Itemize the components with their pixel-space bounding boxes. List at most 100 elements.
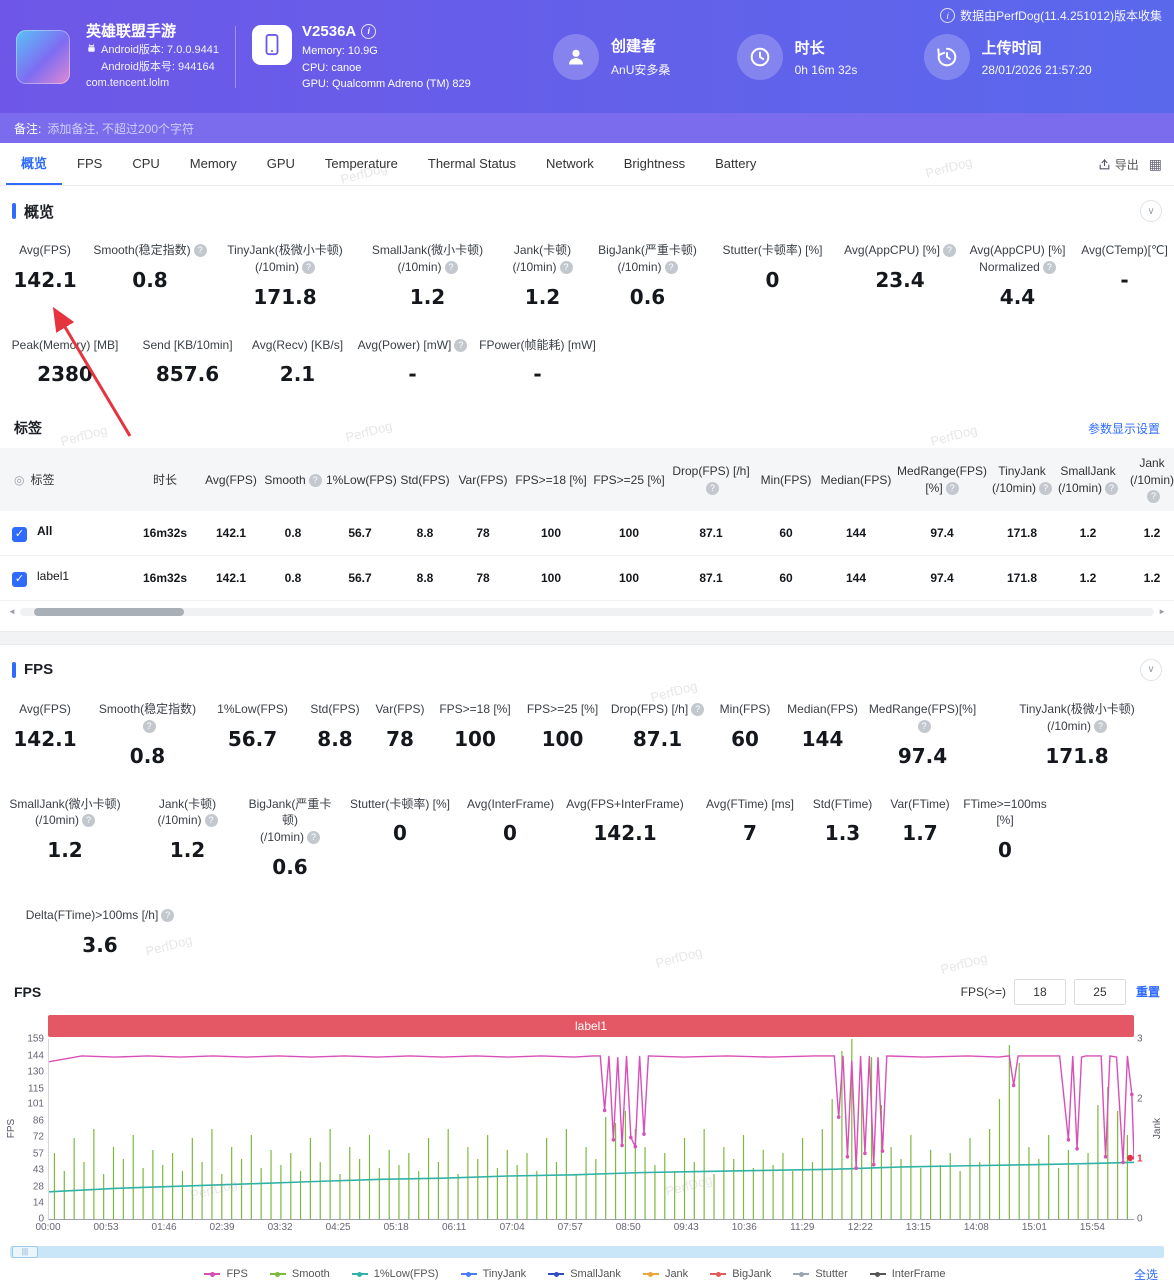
- tab-bar: 概览 FPS CPU Memory GPU Temperature Thermal Stat…: [0, 143, 1174, 186]
- tab-8[interactable]: Network: [546, 156, 594, 171]
- metric-value: 87.1: [632, 726, 683, 751]
- metric-value: -: [1120, 267, 1129, 292]
- table-cell: 87.1: [668, 555, 754, 601]
- column-header: Std(FPS): [396, 448, 454, 511]
- legend-item[interactable]: 1%Low(FPS): [351, 1268, 439, 1280]
- x-tick: 05:18: [383, 1221, 409, 1233]
- metric: Var(FTime) 1.7: [880, 792, 960, 889]
- help-icon[interactable]: ?: [308, 473, 322, 487]
- column-header: 1%Low(FPS): [324, 448, 397, 511]
- help-icon[interactable]: ?: [204, 814, 218, 828]
- legend-item[interactable]: InterFrame: [869, 1268, 946, 1280]
- column-header: Median(FPS): [818, 448, 894, 511]
- metric: Avg(CTemp)[℃] -: [1075, 238, 1174, 319]
- help-icon[interactable]: ?: [945, 481, 959, 495]
- metric-label: Std(FPS): [310, 701, 360, 716]
- metric-value: 142.1: [593, 821, 657, 846]
- legend-item[interactable]: BigJank: [710, 1268, 771, 1280]
- help-icon[interactable]: ?: [559, 260, 573, 274]
- labels-table: ◎ 标签 时长 Avg(FPS) Smooth? 1%Low(FPS) Std(FPS) Va…: [0, 448, 1174, 601]
- y-tick: 72: [32, 1131, 44, 1143]
- fps-chart[interactable]: [48, 1038, 1134, 1220]
- help-icon[interactable]: ?: [193, 244, 207, 257]
- table-cell: 144: [818, 555, 894, 601]
- help-icon[interactable]: ?: [691, 702, 705, 716]
- table-cell: 100: [512, 555, 590, 601]
- column-header: TinyJank (/10min)?: [990, 448, 1054, 511]
- collapse-chevron-icon[interactable]: ∨: [1140, 200, 1162, 222]
- y-tick: 2: [1137, 1093, 1143, 1105]
- reset-button[interactable]: 重置: [1135, 985, 1160, 1000]
- table-cell: 171.8: [990, 510, 1054, 556]
- legend-item[interactable]: TinyJank: [460, 1268, 526, 1280]
- help-icon[interactable]: ?: [454, 338, 468, 352]
- table-scrollbar[interactable]: ◄ ►: [8, 605, 1166, 619]
- help-icon[interactable]: ?: [82, 814, 95, 828]
- tab-7[interactable]: Thermal Status: [427, 156, 517, 171]
- x-tick: 01:46: [151, 1221, 177, 1233]
- param-display-settings-link[interactable]: 参数显示设置: [1087, 421, 1160, 436]
- tab-5[interactable]: GPU: [266, 156, 295, 171]
- help-icon[interactable]: ?: [1105, 481, 1118, 495]
- legend-item[interactable]: FPS: [204, 1268, 248, 1280]
- tab-10[interactable]: Battery: [715, 156, 757, 171]
- metric: Avg(FPS) 142.1: [0, 238, 90, 319]
- tab-6[interactable]: Temperature: [324, 156, 398, 171]
- row-checkbox[interactable]: ✓: [12, 571, 27, 587]
- collect-version-note: i 数据由PerfDog(11.4.251012)版本收集: [940, 7, 1162, 24]
- help-icon[interactable]: ?: [942, 244, 956, 257]
- help-icon[interactable]: ?: [917, 719, 931, 733]
- help-icon[interactable]: ?: [1147, 489, 1160, 503]
- legend-item[interactable]: SmallJank: [548, 1268, 621, 1280]
- report-grid-icon[interactable]: ▦: [1148, 155, 1162, 172]
- table-cell: 8.8: [396, 510, 454, 556]
- row-checkbox[interactable]: ✓: [12, 526, 27, 542]
- export-button[interactable]: 导出: [1098, 156, 1139, 173]
- help-icon[interactable]: ?: [302, 260, 315, 274]
- tab-4[interactable]: Memory: [189, 156, 237, 171]
- tab-9[interactable]: Brightness: [623, 156, 686, 171]
- help-icon[interactable]: ?: [307, 831, 320, 845]
- tab-1[interactable]: 概览: [6, 143, 63, 185]
- help-icon[interactable]: ?: [142, 719, 156, 733]
- collapse-chevron-icon[interactable]: ∨: [1140, 658, 1162, 681]
- visibility-icon[interactable]: ◎: [14, 472, 25, 487]
- note-bar[interactable]: 备注: 添加备注, 不超过200个字符: [0, 113, 1174, 143]
- metric-value: 0: [998, 838, 1012, 863]
- phone-icon: [252, 24, 293, 65]
- column-header: Drop(FPS) [/h]?: [668, 448, 754, 511]
- help-icon[interactable]: ?: [1039, 481, 1053, 495]
- metric-value: 1.2: [169, 838, 206, 863]
- metric: Drop(FPS) [/h]? 87.1: [605, 697, 710, 778]
- help-icon[interactable]: ?: [706, 481, 719, 495]
- fps-threshold-2-input[interactable]: [1073, 978, 1126, 1005]
- column-header: FPS>=18 [%]: [512, 448, 590, 511]
- table-cell: 16m32s: [130, 555, 200, 601]
- metric-label: Avg(Recv) [KB/s]: [251, 337, 344, 352]
- table-cell: 1.2: [1054, 510, 1122, 556]
- help-icon[interactable]: ?: [161, 908, 175, 922]
- help-icon[interactable]: ?: [444, 260, 458, 274]
- metric-value: 0.6: [272, 854, 308, 879]
- chart-scrollbar[interactable]: |||: [10, 1245, 1164, 1258]
- scroll-right-icon[interactable]: ►: [1158, 607, 1166, 617]
- device-info-icon[interactable]: i: [361, 24, 377, 40]
- legend-item[interactable]: Smooth: [269, 1268, 330, 1280]
- metric-label: Min(FPS): [719, 701, 771, 716]
- fps-threshold-1-input[interactable]: [1013, 978, 1066, 1005]
- scroll-thumb[interactable]: [33, 607, 184, 616]
- metric-label: BigJank(严重卡顿) (/10min)?: [598, 243, 697, 274]
- legend-item[interactable]: Jank: [642, 1268, 688, 1280]
- metric: FPS>=18 [%] 100: [430, 697, 520, 778]
- creator-value: AnU安多桑: [611, 63, 671, 77]
- select-all-link[interactable]: 全选: [1133, 1267, 1158, 1282]
- metric-label: FTime>=100ms [%]: [963, 796, 1047, 828]
- tab-3[interactable]: CPU: [132, 156, 160, 171]
- chart-scroll-handle[interactable]: |||: [12, 1245, 38, 1258]
- legend-item[interactable]: Stutter: [793, 1268, 848, 1280]
- scroll-left-icon[interactable]: ◄: [8, 607, 16, 617]
- help-icon[interactable]: ?: [1094, 719, 1107, 733]
- tab-2[interactable]: FPS: [77, 156, 103, 171]
- help-icon[interactable]: ?: [1042, 260, 1056, 274]
- help-icon[interactable]: ?: [664, 260, 678, 274]
